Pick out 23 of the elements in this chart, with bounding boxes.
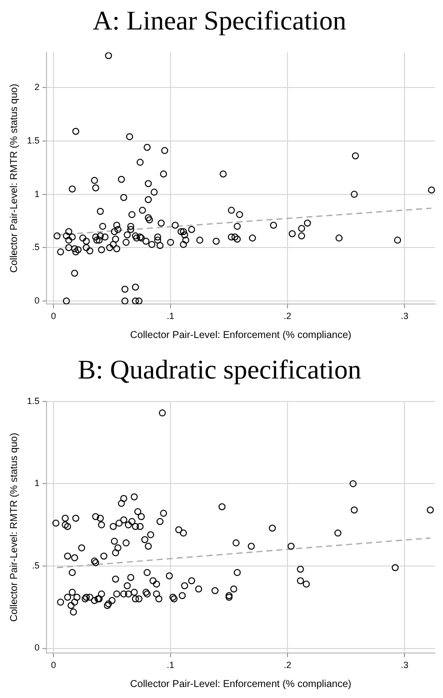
x-tick-label: .3 bbox=[400, 311, 408, 322]
x-tick-label: .1 bbox=[166, 311, 174, 322]
y-tick-label: .5 bbox=[32, 560, 40, 570]
y-tick-label: 1 bbox=[34, 188, 40, 199]
y-tick-label: 0 bbox=[34, 642, 40, 653]
x-tick-label: 0 bbox=[51, 660, 56, 670]
y-tick-label: 1.5 bbox=[26, 396, 40, 406]
x-tick-label: .2 bbox=[284, 311, 292, 322]
y-axis-title: Collector Pair-Level: RMTR (% status quo) bbox=[8, 432, 20, 622]
y-axis-title: Collector Pair-Level: RMTR (% status quo) bbox=[8, 84, 20, 273]
y-tick-label: .5 bbox=[32, 242, 40, 252]
y-tick-label: 0 bbox=[34, 295, 40, 306]
y-tick-label: 1.5 bbox=[26, 135, 40, 146]
chart-title: A: Linear Specification bbox=[92, 5, 347, 36]
y-tick-label: 1 bbox=[34, 478, 40, 488]
x-tick-label: .3 bbox=[400, 660, 408, 670]
x-tick-label: 0 bbox=[51, 311, 56, 322]
x-axis-title: Collector Pair-Level: Enforcement (% compliance) bbox=[130, 330, 352, 341]
x-tick-label: .2 bbox=[284, 660, 292, 670]
x-tick-label: .1 bbox=[166, 660, 174, 670]
y-tick-label: 2 bbox=[34, 82, 40, 92]
chart-title: B: Quadratic specification bbox=[78, 354, 362, 384]
x-axis-title: Collector Pair-Level: Enforcement (% compliance) bbox=[130, 678, 352, 690]
